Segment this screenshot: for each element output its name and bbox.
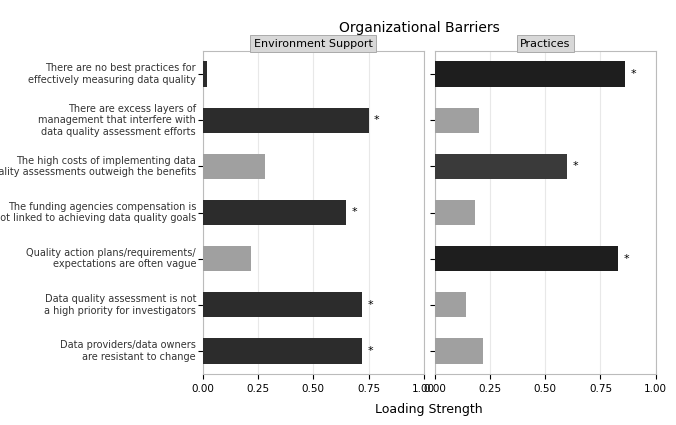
Bar xyxy=(203,292,362,317)
Title: Environment Support: Environment Support xyxy=(254,39,372,49)
Bar xyxy=(435,292,466,317)
Bar xyxy=(203,61,208,87)
Bar xyxy=(203,200,346,225)
Text: *: * xyxy=(374,115,380,125)
Text: Data providers/data owners
are resistant to change: Data providers/data owners are resistant… xyxy=(60,340,196,362)
Text: There are excess layers of
management that interfere with
data quality assessmen: There are excess layers of management th… xyxy=(39,104,196,137)
Bar xyxy=(203,108,368,133)
Bar xyxy=(435,200,475,225)
Text: There are no best practices for
effectively measuring data quality: There are no best practices for effectiv… xyxy=(28,63,196,85)
Text: Quality action plans/requirements/
expectations are often vague: Quality action plans/requirements/ expec… xyxy=(26,248,196,269)
Text: *: * xyxy=(367,346,373,356)
Bar xyxy=(435,61,625,87)
Text: The high costs of implementing data
quality assessments outweigh the benefits: The high costs of implementing data qual… xyxy=(0,156,196,177)
Text: Data quality assessment is not
a high priority for investigators: Data quality assessment is not a high pr… xyxy=(44,294,196,316)
Text: *: * xyxy=(573,162,579,171)
Title: Practices: Practices xyxy=(520,39,571,49)
Text: *: * xyxy=(367,300,373,310)
Text: *: * xyxy=(352,207,358,218)
Text: Loading Strength: Loading Strength xyxy=(375,403,483,416)
Text: *: * xyxy=(624,254,629,264)
Bar xyxy=(435,154,567,179)
Text: The funding agencies compensation is
not linked to achieving data quality goals: The funding agencies compensation is not… xyxy=(0,202,196,223)
Bar xyxy=(203,338,362,364)
Bar xyxy=(435,108,479,133)
Bar xyxy=(435,338,483,364)
Text: Organizational Barriers: Organizational Barriers xyxy=(339,21,500,35)
Bar xyxy=(203,246,251,271)
Text: *: * xyxy=(630,69,636,79)
Bar xyxy=(435,246,618,271)
Bar xyxy=(203,154,265,179)
